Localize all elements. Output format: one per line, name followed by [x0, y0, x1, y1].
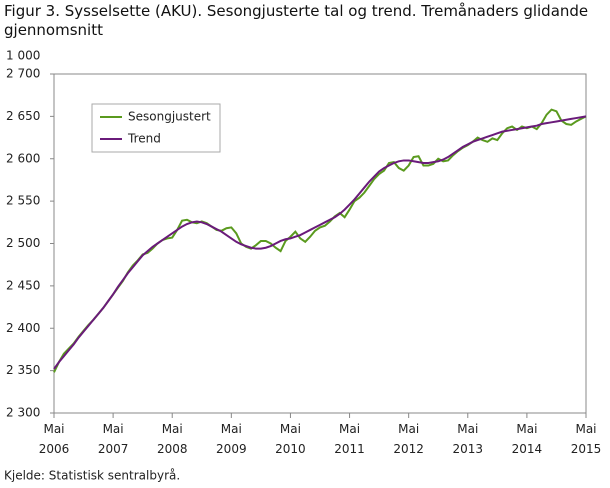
x-tick-label: Mai 2011 — [334, 422, 365, 456]
chart-title: Figur 3. Sysselsette (AKU). Sesongjuster… — [4, 2, 589, 39]
x-tick-label: Mai 2015 — [571, 422, 602, 456]
x-tick-label: Mai 2014 — [512, 422, 543, 456]
x-tick-label: Mai 2010 — [275, 422, 306, 456]
y-tick-label: 2 400 — [6, 321, 40, 335]
y-tick-label: 2 350 — [6, 363, 40, 377]
legend-label: Sesongjustert — [128, 110, 211, 124]
y-unit: 1 000 — [6, 49, 40, 63]
x-tick-label: Mai 2013 — [453, 422, 484, 456]
series-line — [53, 115, 587, 370]
y-tick-label: 2 600 — [6, 151, 40, 165]
x-tick-label: Mai 2008 — [157, 422, 188, 456]
x-tick-label: Mai 2007 — [98, 422, 129, 456]
x-tick-label: Mai 2009 — [216, 422, 247, 456]
legend-label: Trend — [127, 132, 161, 146]
legend-box — [91, 103, 221, 153]
y-tick-label: 2 300 — [6, 406, 40, 420]
y-tick-label: 2 700 — [6, 67, 40, 81]
y-tick-label: 2 550 — [6, 194, 40, 208]
x-tick-label: Mai 2006 — [39, 422, 70, 456]
source: Kjelde: Statistisk sentralbyrå. — [4, 469, 180, 483]
y-tick-label: 2 500 — [6, 236, 40, 250]
y-tick-label: 2 450 — [6, 278, 40, 292]
x-tick-label: Mai 2012 — [393, 422, 424, 456]
y-tick-label: 2 650 — [6, 109, 40, 123]
